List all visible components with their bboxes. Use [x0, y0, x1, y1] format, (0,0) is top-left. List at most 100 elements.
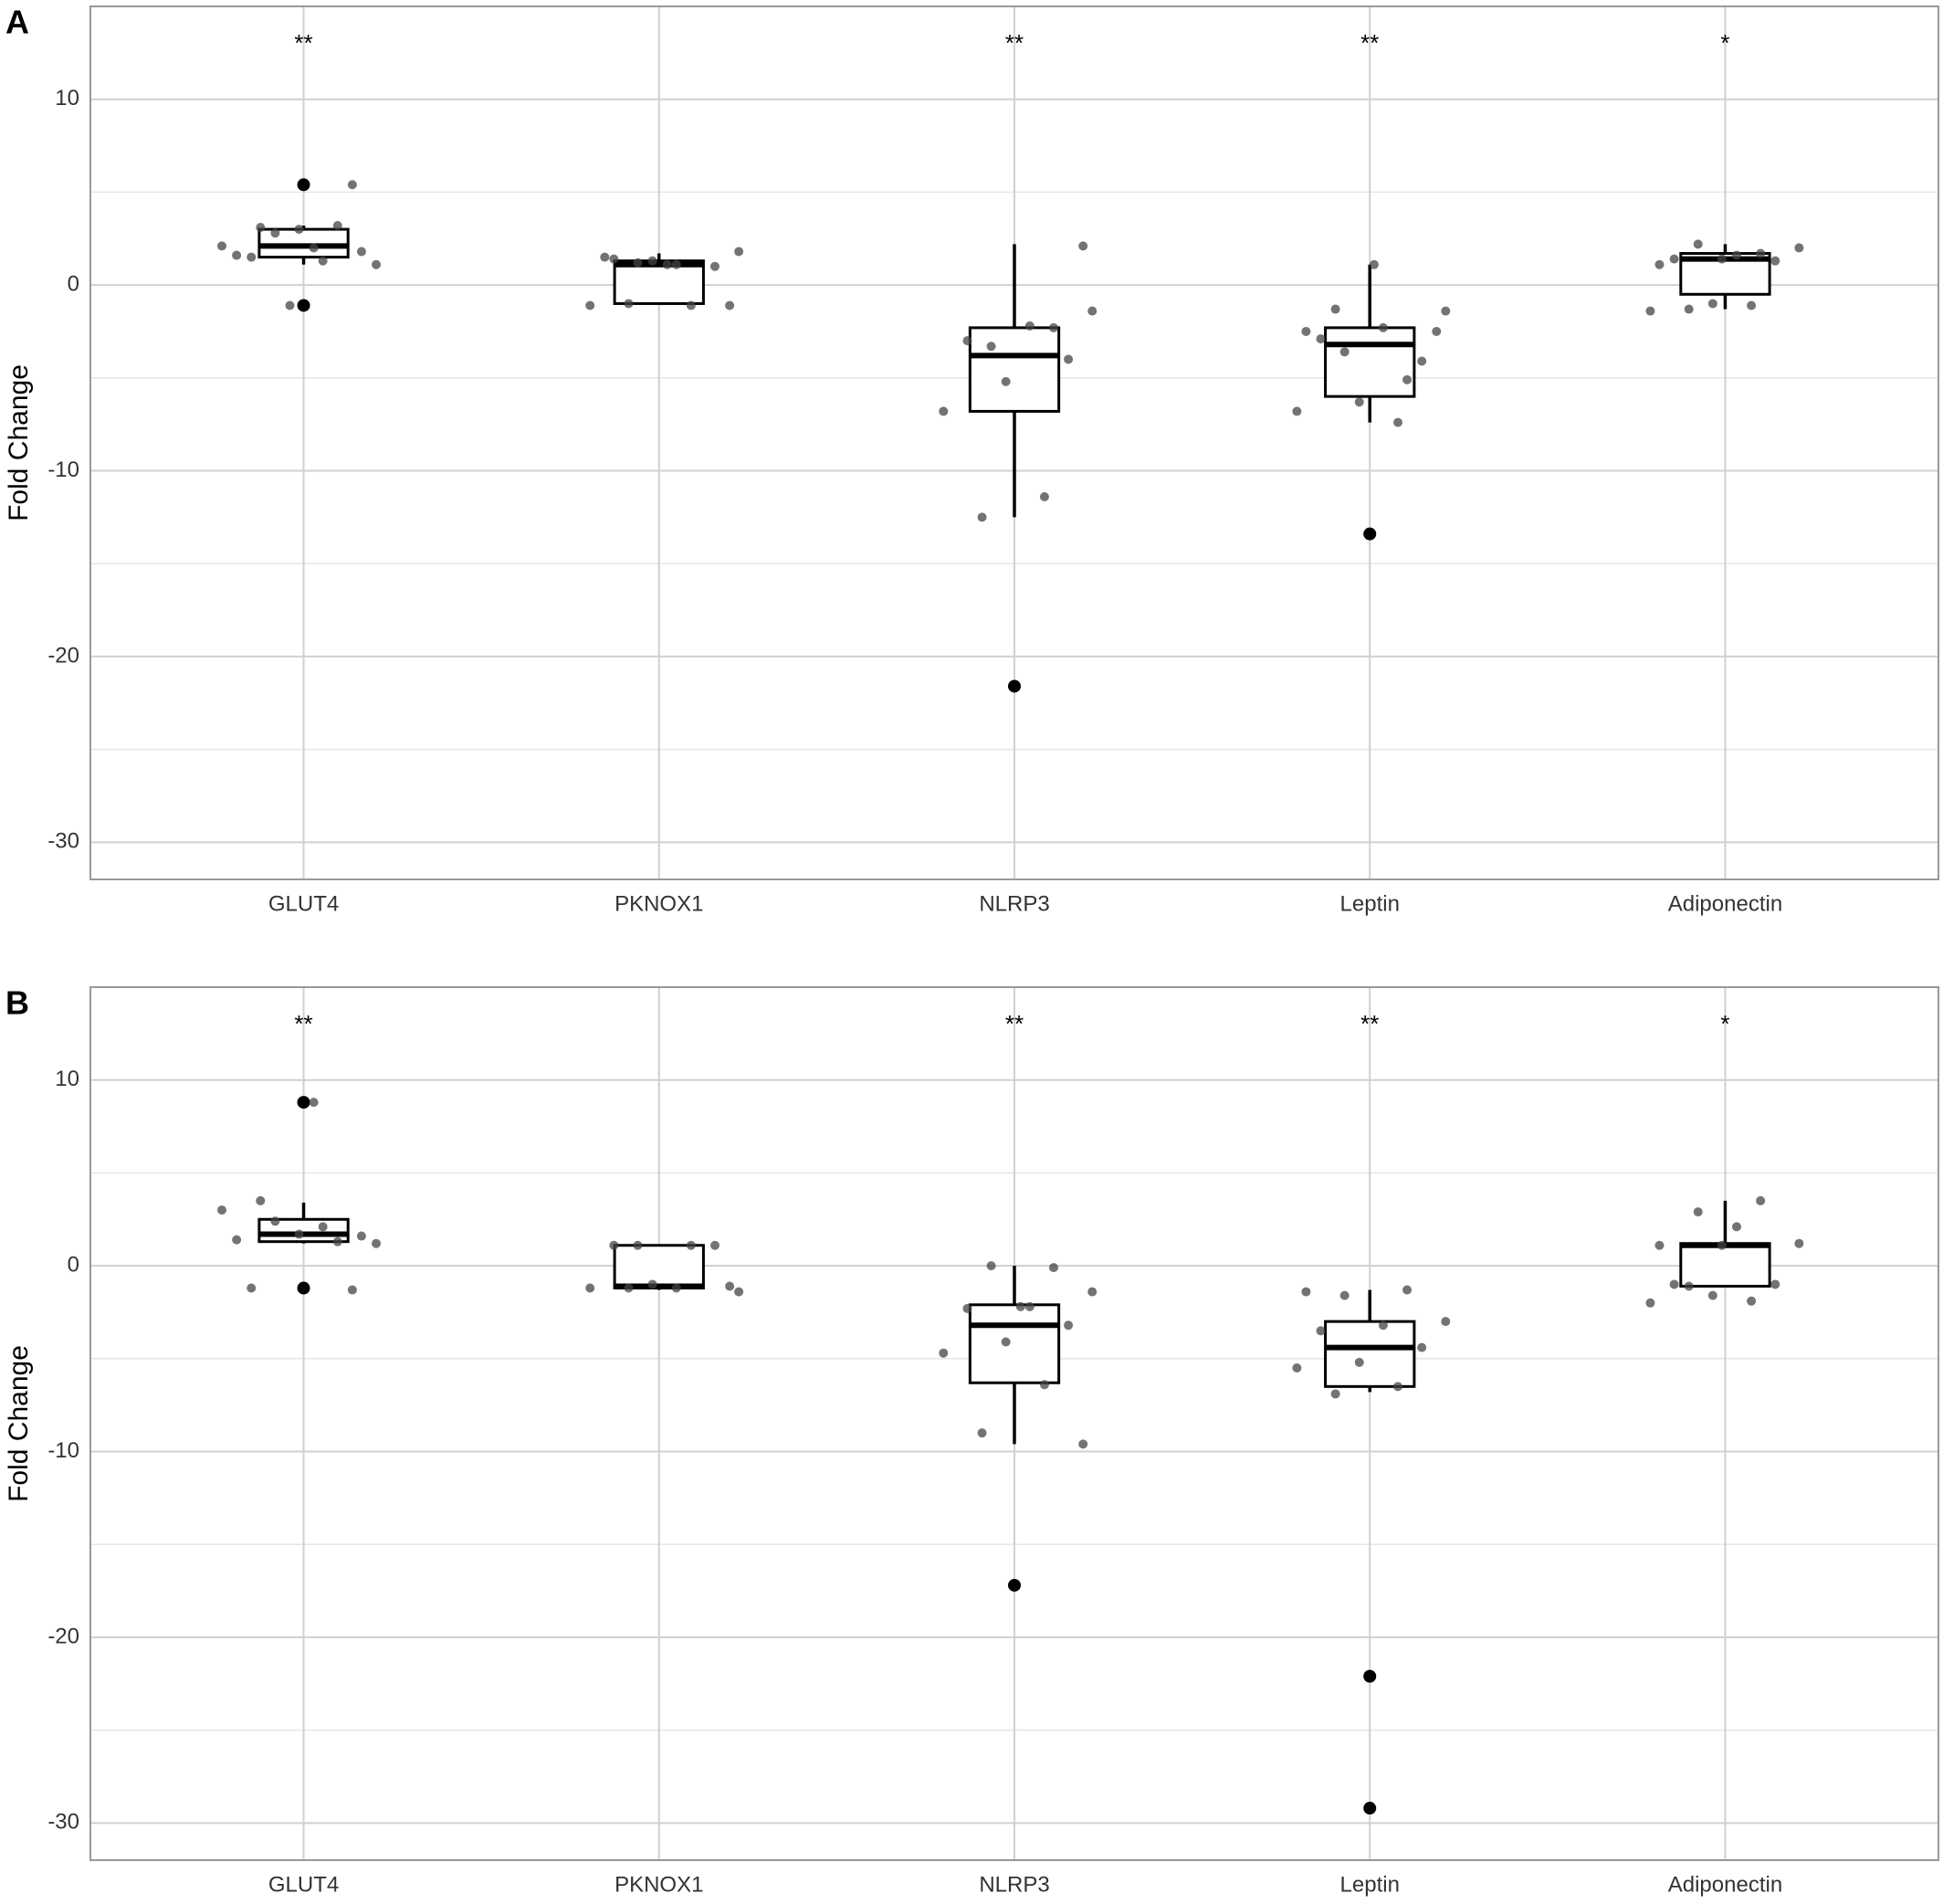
jitter-point — [986, 342, 996, 352]
jitter-point — [1078, 1439, 1088, 1449]
jitter-point — [624, 1283, 634, 1293]
jitter-point — [270, 228, 280, 238]
jitter-point — [309, 243, 319, 253]
outlier — [1363, 527, 1377, 541]
x-tick-label: NLRP3 — [979, 891, 1049, 916]
jitter-point — [647, 1279, 657, 1289]
jitter-point — [1684, 304, 1694, 314]
jitter-point — [332, 221, 342, 231]
jitter-point — [647, 256, 657, 266]
jitter-point — [1087, 1287, 1098, 1297]
jitter-point — [1024, 321, 1035, 331]
box — [968, 1303, 1061, 1384]
jitter-point — [1330, 1389, 1340, 1399]
jitter-point — [1707, 299, 1717, 309]
jitter-point — [725, 300, 735, 310]
jitter-point — [1316, 334, 1326, 344]
jitter-point — [662, 259, 672, 269]
jitter-point — [939, 1348, 949, 1358]
panel-label: A — [5, 4, 29, 41]
jitter-point — [633, 1240, 643, 1250]
jitter-point — [1770, 256, 1780, 266]
jitter-point — [1039, 491, 1049, 501]
y-tick-label: -20 — [47, 643, 79, 668]
jitter-point — [347, 1285, 357, 1295]
jitter-point — [217, 241, 227, 251]
jitter-point — [309, 1098, 319, 1108]
jitter-point — [962, 1303, 972, 1313]
y-axis-title: Fold Change — [4, 364, 34, 521]
jitter-point — [247, 1283, 257, 1293]
jitter-point — [710, 261, 720, 271]
jitter-point — [1693, 239, 1703, 249]
jitter-point — [734, 1287, 744, 1297]
jitter-point — [1684, 1281, 1694, 1291]
y-tick-label: 0 — [68, 271, 79, 296]
y-tick-label: -30 — [47, 1810, 79, 1835]
jitter-point — [1432, 326, 1442, 336]
jitter-point — [624, 299, 634, 309]
jitter-point — [1693, 1207, 1703, 1217]
box — [1679, 1242, 1771, 1288]
plot-border — [89, 5, 1939, 880]
box — [613, 1244, 705, 1290]
jitter-point — [1731, 250, 1741, 260]
x-tick-label: Leptin — [1340, 1872, 1400, 1897]
y-tick-label: -20 — [47, 1624, 79, 1648]
jitter-point — [1393, 417, 1403, 427]
jitter-point — [1024, 1301, 1035, 1311]
x-tick-label: NLRP3 — [979, 1872, 1049, 1897]
jitter-point — [1378, 1320, 1388, 1331]
jitter-point — [294, 225, 304, 235]
jitter-point — [1654, 1240, 1665, 1250]
significance: ** — [1360, 1010, 1379, 1037]
jitter-point — [986, 1261, 996, 1271]
jitter-point — [1354, 1357, 1364, 1367]
box — [968, 326, 1061, 413]
jitter-point — [232, 250, 242, 260]
jitter-point — [318, 1222, 328, 1232]
significance: ** — [1005, 29, 1024, 57]
jitter-point — [1378, 322, 1388, 332]
y-tick-label: 0 — [68, 1252, 79, 1277]
jitter-point — [1654, 259, 1665, 269]
jitter-point — [1731, 1222, 1741, 1232]
jitter-point — [1292, 406, 1302, 416]
jitter-point — [1316, 1326, 1326, 1336]
jitter-point — [1369, 259, 1379, 269]
outlier — [297, 1281, 310, 1295]
jitter-point — [1417, 356, 1427, 366]
jitter-point — [1001, 376, 1011, 386]
jitter-point — [1669, 254, 1679, 264]
panel-label: B — [5, 984, 29, 1022]
jitter-point — [710, 1240, 720, 1250]
significance: ** — [294, 1010, 312, 1037]
jitter-point — [686, 1240, 696, 1250]
jitter-point — [734, 247, 744, 257]
outlier — [297, 1096, 310, 1110]
jitter-point — [939, 406, 949, 416]
jitter-point — [671, 1283, 681, 1293]
jitter-point — [1747, 300, 1757, 310]
jitter-point — [1001, 1337, 1011, 1347]
jitter-point — [1048, 322, 1058, 332]
jitter-point — [600, 252, 610, 262]
significance: * — [1720, 1010, 1729, 1037]
x-tick-label: GLUT4 — [268, 1872, 339, 1897]
jitter-point — [1747, 1296, 1757, 1306]
box — [1324, 1320, 1416, 1388]
outlier — [1008, 679, 1021, 693]
jitter-point — [256, 1195, 266, 1205]
jitter-point — [1330, 304, 1340, 314]
jitter-point — [609, 1240, 619, 1250]
y-tick-label: 10 — [55, 1067, 79, 1091]
jitter-point — [1354, 397, 1364, 407]
jitter-point — [372, 1238, 382, 1248]
significance: ** — [294, 29, 312, 57]
jitter-point — [217, 1205, 227, 1215]
jitter-point — [1087, 306, 1098, 316]
x-tick-label: Adiponectin — [1668, 891, 1782, 916]
jitter-point — [977, 512, 987, 522]
jitter-point — [609, 254, 619, 264]
box — [613, 259, 705, 305]
